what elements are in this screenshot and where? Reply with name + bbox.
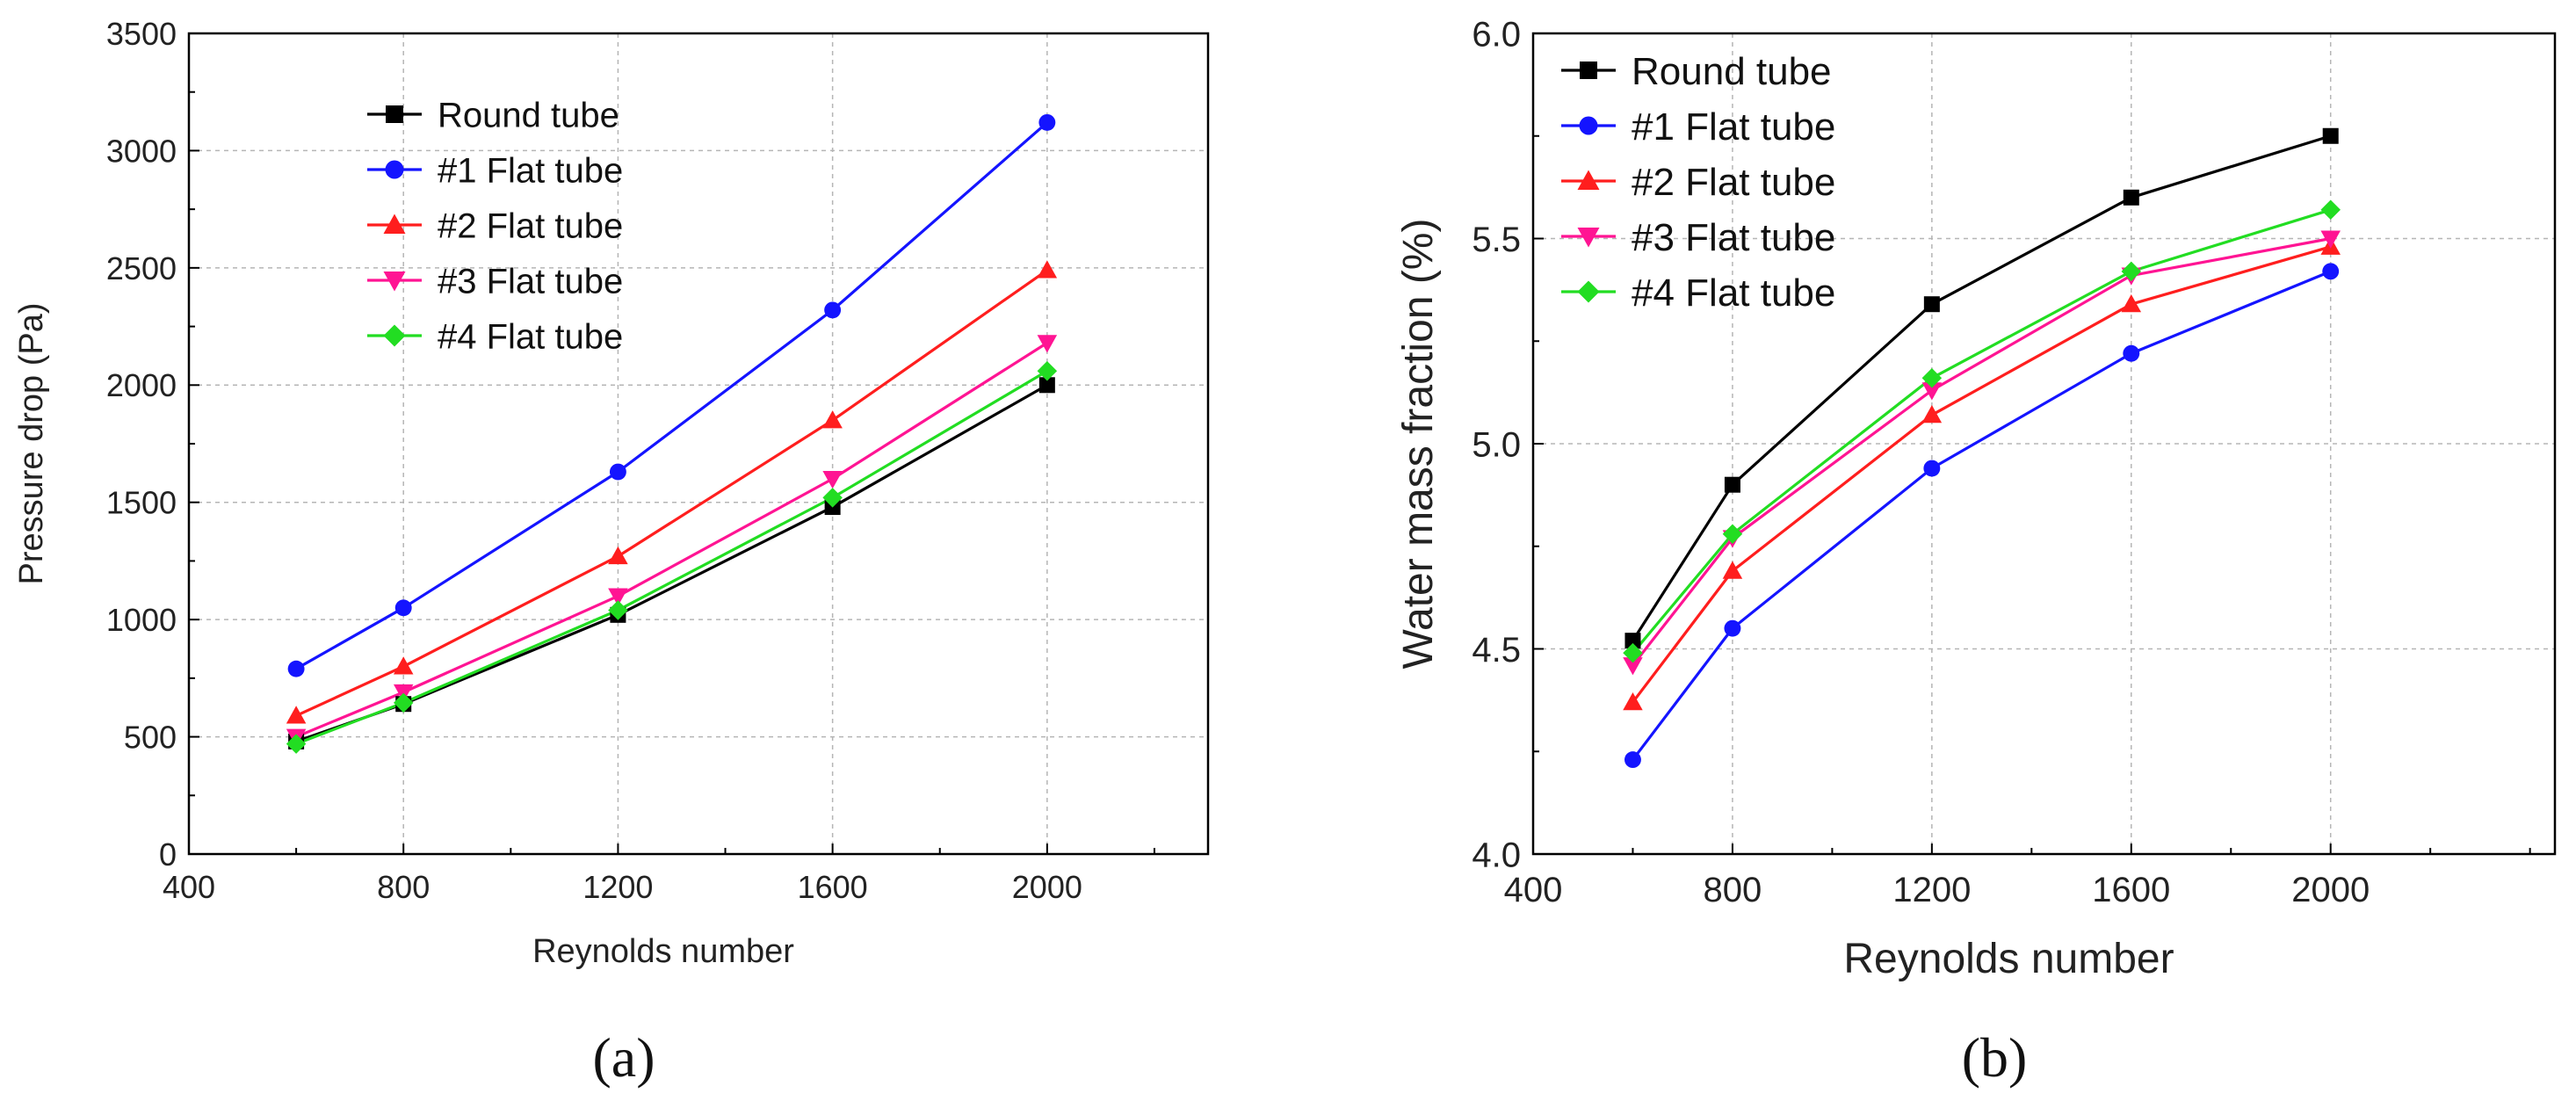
a-legend-label-0: Round tube <box>438 96 619 134</box>
a-x-axis-title: Reynolds number <box>532 933 794 970</box>
b-legend-marker-0 <box>1580 62 1597 79</box>
a-data-point-3-2 <box>608 588 628 606</box>
a-data-point-3-3 <box>822 471 843 489</box>
a-data-point-2-4 <box>1037 260 1058 279</box>
b-x-tick-label: 400 <box>1504 871 1563 909</box>
b-data-point-0-4 <box>2322 127 2339 144</box>
a-legend-marker-2 <box>383 214 406 234</box>
a-data-point-1-0 <box>287 660 305 677</box>
b-x-tick-label: 1200 <box>1892 871 1971 909</box>
b-data-point-1-4 <box>2322 263 2340 280</box>
b-y-tick-label: 5.0 <box>1472 425 1521 464</box>
b-data-point-4-1 <box>1722 524 1743 544</box>
b-data-point-0-1 <box>1724 476 1740 493</box>
b-data-point-4-2 <box>1921 368 1943 388</box>
a-legend-label-4: #4 Flat tube <box>438 317 623 356</box>
panel-a-pressure-drop-chart: 400 800 1200 1600 2000 0 500 1000 1500 2000 2500 30… <box>13 16 1210 1089</box>
a-x-tick-label: 1200 <box>582 869 653 905</box>
a-data-point-1-2 <box>609 463 626 481</box>
b-y-tick-label: 4.5 <box>1472 631 1521 670</box>
a-data-point-3-4 <box>1037 335 1058 353</box>
b-data-point-3-4 <box>2320 230 2341 249</box>
b-legend-marker-1 <box>1579 116 1598 135</box>
b-legend-marker-2 <box>1577 170 1600 190</box>
b-panel-label: (b) <box>1962 1026 2028 1089</box>
b-x-tick-label: 800 <box>1704 871 1762 909</box>
a-data-point-1-3 <box>824 301 842 319</box>
b-data-point-1-1 <box>1724 619 1741 637</box>
a-y-tick-label: 1500 <box>106 485 177 521</box>
b-data-point-0-2 <box>1923 296 1940 313</box>
a-data-point-4-3 <box>822 488 843 508</box>
b-data-point-4-3 <box>2121 261 2142 282</box>
b-data-point-4-0 <box>1623 642 1643 663</box>
a-data-point-0-4 <box>1038 377 1055 394</box>
a-x-tick-label: 2000 <box>1012 869 1082 905</box>
a-legend-marker-1 <box>385 160 404 179</box>
b-data-point-1-0 <box>1624 751 1641 769</box>
b-data-point-2-1 <box>1722 561 1743 579</box>
a-series-line-3 <box>295 341 1048 739</box>
a-data-point-2-1 <box>393 656 414 675</box>
a-data-point-2-3 <box>822 410 843 429</box>
a-data-point-4-0 <box>286 734 307 754</box>
b-data-point-2-3 <box>2121 293 2142 313</box>
b-data-point-3-0 <box>1623 657 1643 676</box>
b-legend-label-4: #4 Flat tube <box>1632 272 1835 315</box>
b-data-point-2-0 <box>1623 691 1643 711</box>
a-x-tick-label: 400 <box>163 869 215 905</box>
b-legend-label-0: Round tube <box>1632 50 1832 93</box>
b-x-axis-title: Reynolds number <box>1843 936 2174 982</box>
a-plot-frame <box>187 32 1210 856</box>
a-y-axis-title: Pressure drop (Pa) <box>13 302 50 584</box>
b-y-tick-label: 4.0 <box>1472 836 1521 874</box>
a-legend-marker-4 <box>383 324 406 347</box>
b-x-tick-label: 1600 <box>2092 871 2170 909</box>
b-data-point-1-3 <box>2123 344 2140 362</box>
a-legend-label-2: #2 Flat tube <box>438 206 623 245</box>
b-legend-marker-3 <box>1577 228 1600 248</box>
b-data-point-1-2 <box>1923 460 1941 477</box>
b-legend-label-1: #1 Flat tube <box>1632 105 1835 148</box>
a-data-point-2-2 <box>608 546 628 565</box>
a-legend-label-1: #1 Flat tube <box>438 151 623 190</box>
b-legend-marker-4 <box>1577 280 1600 303</box>
b-legend-label-3: #3 Flat tube <box>1632 216 1835 259</box>
a-data-point-4-1 <box>393 692 414 713</box>
panel-b-water-mass-fraction-chart: 400 800 1200 1600 2000 4.0 4.5 5.0 5.5 6.0 Reynold… <box>1395 15 2557 1089</box>
a-y-tick-label: 1000 <box>106 602 177 638</box>
b-data-point-3-2 <box>1921 382 1943 401</box>
b-y-tick-label: 5.5 <box>1472 221 1521 259</box>
a-x-tick-label: 1600 <box>798 869 868 905</box>
b-x-tick-label: 2000 <box>2291 871 2370 909</box>
a-data-point-4-4 <box>1037 361 1058 381</box>
a-y-tick-label: 3500 <box>106 16 177 52</box>
b-y-tick-label: 6.0 <box>1472 15 1521 54</box>
a-x-tick-label: 800 <box>377 869 430 905</box>
a-data-point-4-2 <box>608 600 628 620</box>
a-data-point-1-1 <box>394 599 412 617</box>
a-y-tick-label: 500 <box>124 720 177 756</box>
a-y-tick-label: 0 <box>159 836 177 872</box>
b-data-point-0-3 <box>2123 189 2139 206</box>
a-y-tick-label: 3000 <box>106 133 177 169</box>
b-series-line-1 <box>1632 270 2332 761</box>
a-panel-label: (a) <box>592 1026 655 1089</box>
a-data-point-2-0 <box>286 706 307 724</box>
a-y-tick-label: 2000 <box>106 367 177 403</box>
a-legend-marker-0 <box>386 105 403 123</box>
a-data-point-1-4 <box>1038 113 1056 131</box>
a-y-tick-label: 2500 <box>106 250 177 286</box>
a-legend-marker-3 <box>383 272 406 292</box>
a-legend-label-3: #3 Flat tube <box>438 262 623 300</box>
b-data-point-2-2 <box>1921 405 1943 424</box>
b-data-point-0-0 <box>1624 633 1641 649</box>
b-legend-label-2: #2 Flat tube <box>1632 161 1835 204</box>
b-data-point-4-4 <box>2320 199 2341 221</box>
b-y-axis-title: Water mass fraction (%) <box>1395 219 1442 670</box>
